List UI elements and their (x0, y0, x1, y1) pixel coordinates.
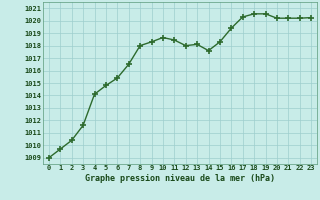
X-axis label: Graphe pression niveau de la mer (hPa): Graphe pression niveau de la mer (hPa) (85, 174, 275, 183)
